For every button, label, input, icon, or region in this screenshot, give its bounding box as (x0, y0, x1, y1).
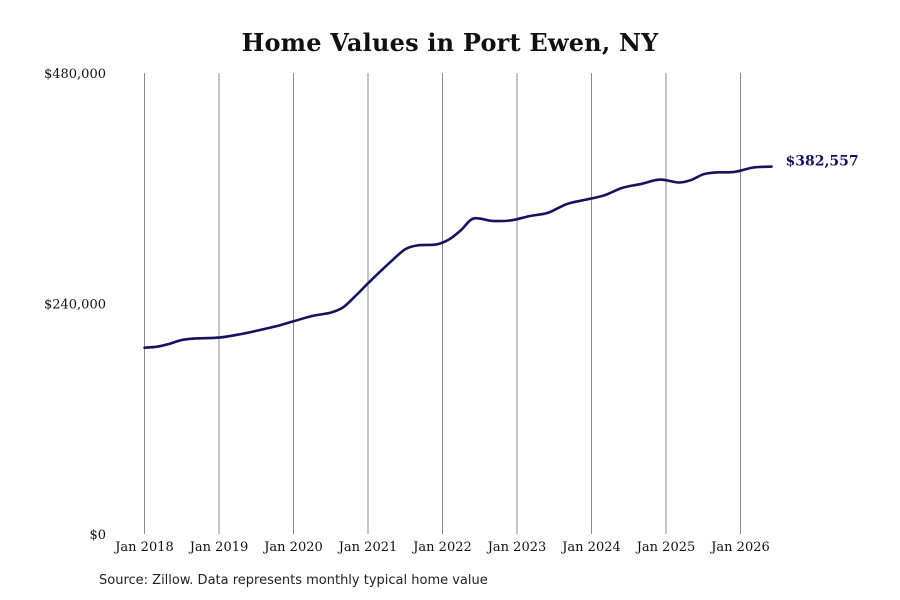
y-tick-label: $480,000 (44, 67, 106, 82)
x-tick-label: Jan 2019 (188, 540, 249, 555)
source-note: Source: Zillow. Data represents monthly … (99, 573, 488, 588)
x-tick-label: Jan 2020 (262, 540, 323, 555)
x-axis-ticks: Jan 2018 Jan 2019 Jan 2020 Jan 2021 Jan 2022… (113, 540, 770, 555)
y-tick-label: $0 (89, 528, 106, 543)
y-axis-ticks: $0 $240,000 $480,000 (44, 67, 106, 543)
x-tick-label: Jan 2018 (113, 540, 174, 555)
x-tick-label: Jan 2024 (560, 540, 621, 555)
x-tick-label: Jan 2022 (411, 540, 472, 555)
x-tick-label: Jan 2023 (486, 540, 547, 555)
x-tick-label: Jan 2021 (337, 540, 398, 555)
x-tick-label: Jan 2025 (635, 540, 696, 555)
chart-title: Home Values in Port Ewen, NY (241, 28, 659, 57)
end-value-label: $382,557 (786, 154, 859, 170)
series-layer (143, 165, 773, 349)
y-tick-label: $240,000 (44, 298, 106, 313)
series-line (143, 165, 773, 349)
annotation-layer: $382,557 (786, 154, 859, 170)
x-tick-label: Jan 2026 (709, 540, 770, 555)
grid-lines (144, 73, 741, 534)
